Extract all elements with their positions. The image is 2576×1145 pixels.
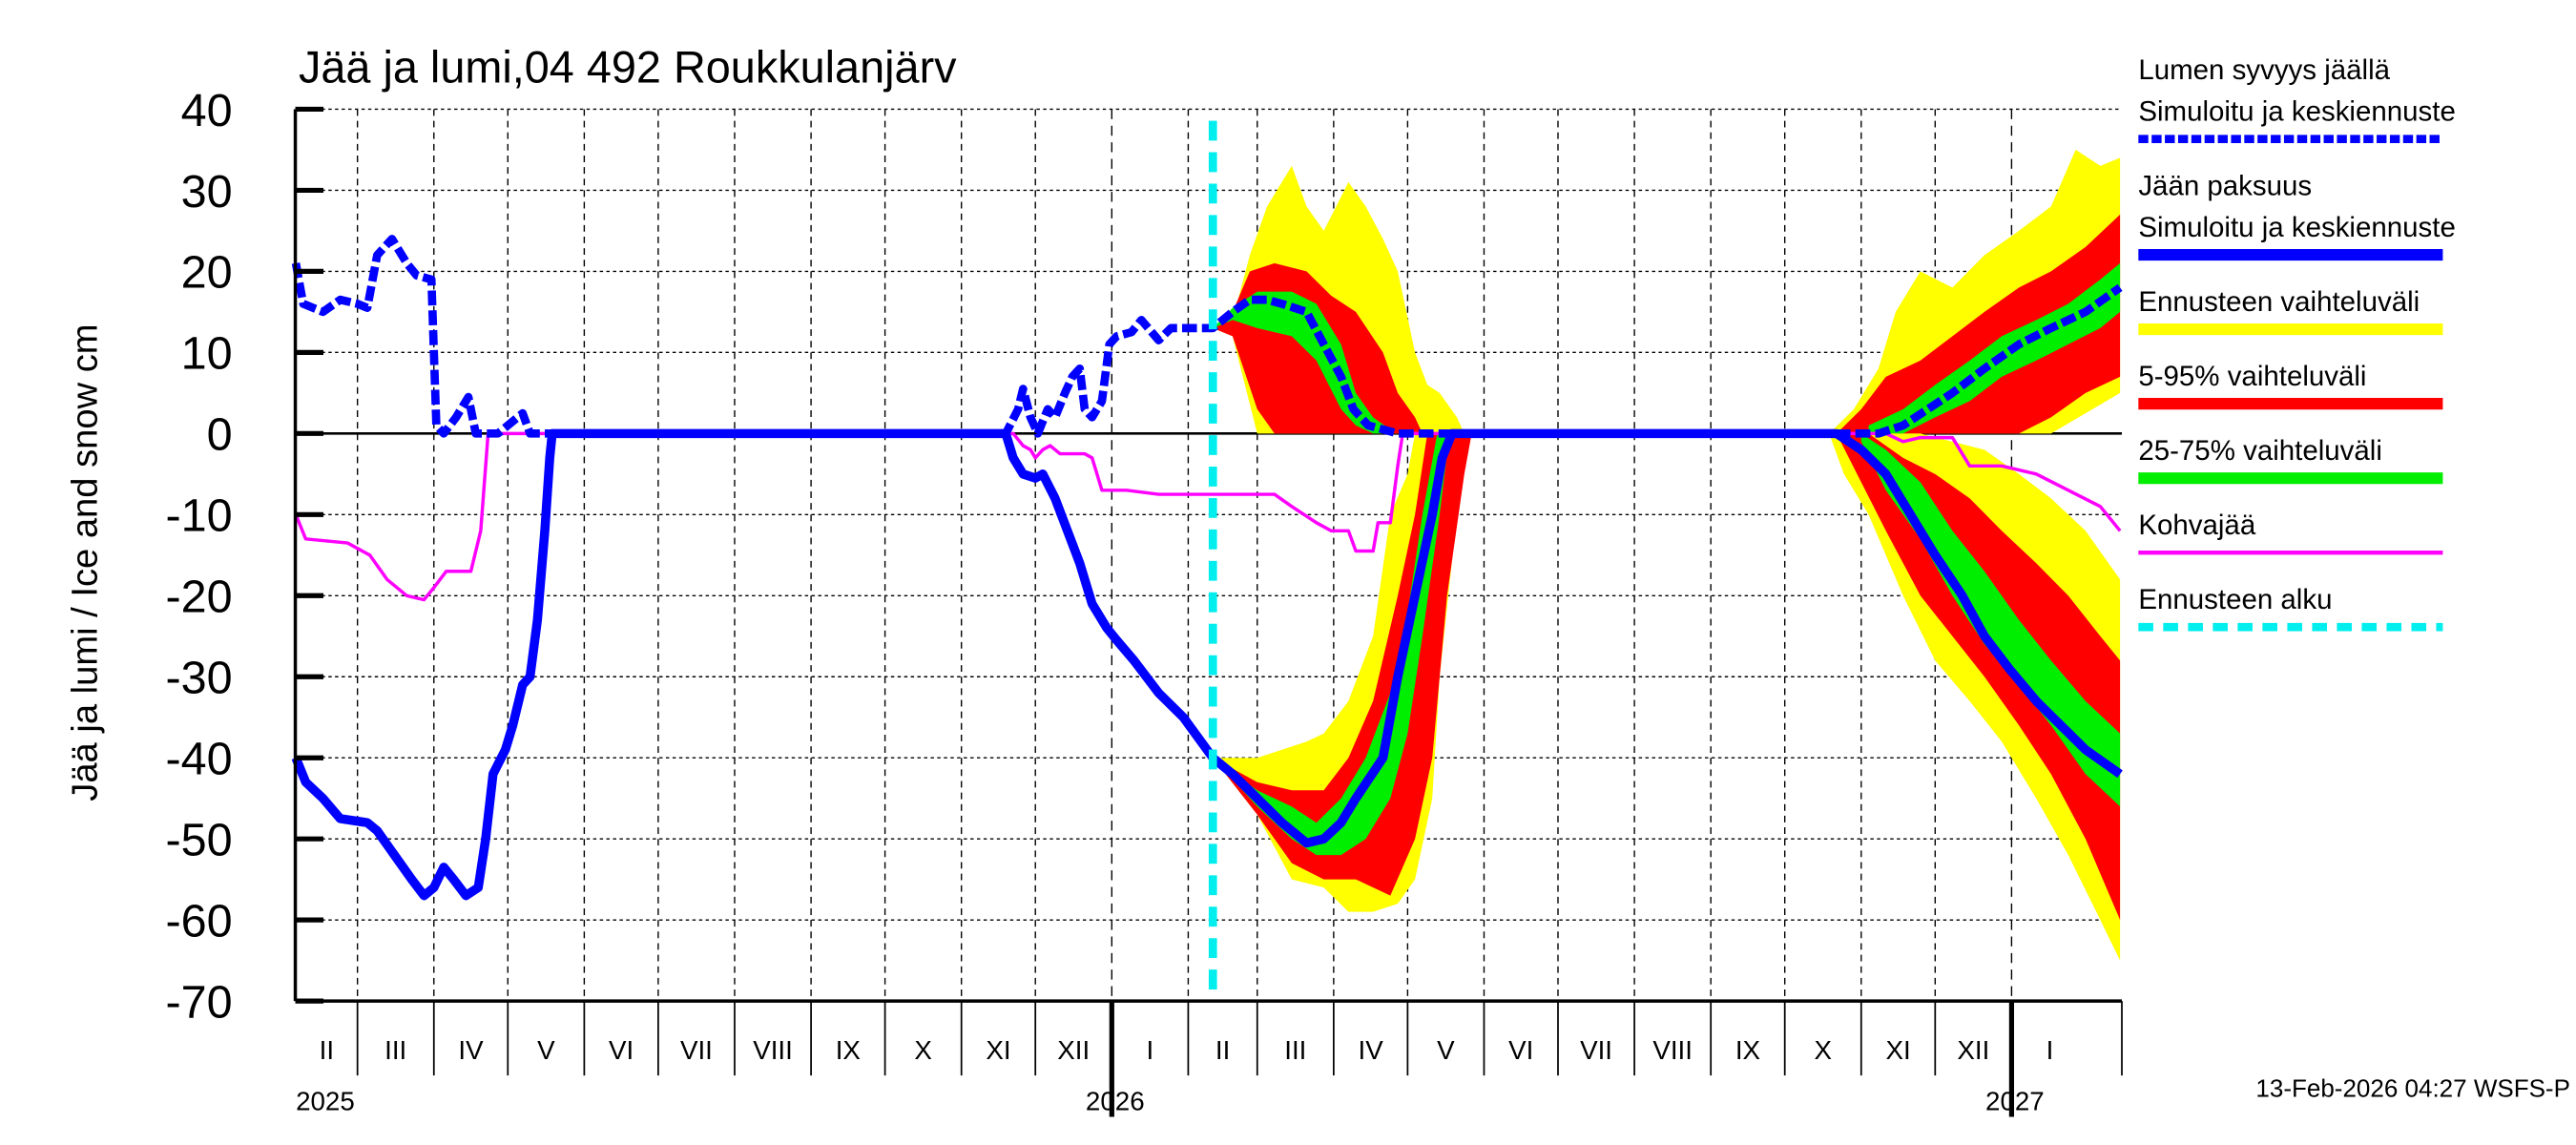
- band-5-95-vaihteluv-li: [1213, 433, 1472, 896]
- month-label: III: [1284, 1035, 1306, 1065]
- month-label: VII: [680, 1035, 713, 1065]
- year-label: 2027: [1985, 1087, 2045, 1116]
- month-label: V: [537, 1035, 555, 1065]
- year-label: 2026: [1086, 1087, 1145, 1116]
- month-label: XII: [1057, 1035, 1090, 1065]
- month-label: VIII: [753, 1035, 793, 1065]
- band-ennusteen-vaihteluv-li: [1829, 433, 2121, 961]
- y-tick-label: 10: [181, 328, 233, 380]
- band-5-95-vaihteluv-li: [1836, 214, 2121, 434]
- month-label: XII: [1957, 1035, 1989, 1065]
- y-tick-label: 20: [181, 247, 233, 299]
- y-tick-label: -60: [165, 896, 232, 947]
- y-tick-label: 40: [181, 85, 233, 136]
- legend-label: Simuloitu ja keskiennuste: [2138, 212, 2456, 243]
- legend-label: Jään paksuus: [2138, 171, 2312, 202]
- y-tick-label: -20: [165, 572, 232, 623]
- month-label: I: [1147, 1035, 1154, 1065]
- y-tick-label: 0: [207, 409, 233, 461]
- month-label: II: [320, 1035, 334, 1065]
- band-5-95-vaihteluv-li: [1836, 433, 2121, 921]
- month-label: IV: [458, 1035, 484, 1065]
- series-lumen-syvyys-j-ll-: [291, 235, 2123, 438]
- month-label: VI: [1508, 1035, 1533, 1065]
- series-lines: [291, 120, 2123, 1002]
- y-axis-label: Jää ja lumi / Ice and snow cm: [64, 323, 105, 801]
- legend-label: 25-75% vaihteluväli: [2138, 435, 2382, 467]
- month-label: XI: [986, 1035, 1010, 1065]
- band-25-75-vaihteluv-li: [1213, 433, 1450, 856]
- year-label: 2025: [296, 1087, 355, 1116]
- y-tick-label: -70: [165, 976, 232, 1028]
- month-label: X: [1814, 1035, 1832, 1065]
- grid: [295, 108, 2122, 1002]
- month-label: II: [1215, 1035, 1230, 1065]
- y-tick-label: -30: [165, 653, 232, 704]
- month-label: IV: [1359, 1035, 1384, 1065]
- legend-label: 5-95% vaihteluväli: [2138, 361, 2366, 392]
- forecast-bands: [1213, 149, 2121, 961]
- legend-label: Simuloitu ja keskiennuste: [2138, 96, 2456, 128]
- legend-label: Ennusteen vaihteluväli: [2138, 286, 2420, 318]
- chart-title: Jää ja lumi,04 492 Roukkulanjärv: [299, 43, 957, 93]
- y-tick-label: -50: [165, 815, 232, 866]
- legend-label: Kohvajää: [2138, 510, 2255, 541]
- month-label: V: [1437, 1035, 1455, 1065]
- legend-label: Ennusteen alku: [2138, 584, 2332, 615]
- month-label: VIII: [1652, 1035, 1693, 1065]
- y-tick-label: -40: [165, 734, 232, 785]
- legend-label: Lumen syvyys jäällä: [2138, 54, 2390, 86]
- y-tick-label: 30: [181, 166, 233, 218]
- series-kohvaj-: [294, 431, 2122, 602]
- legend: Lumen syvyys jäällä Simuloitu ja keskienn…: [2138, 54, 2456, 632]
- band-25-75-vaihteluv-li: [1868, 262, 2121, 434]
- y-tick-label: -10: [165, 490, 232, 542]
- band-25-75-vaihteluv-li: [1860, 433, 2121, 807]
- month-label: III: [384, 1035, 406, 1065]
- series-j-n-paksuus: [291, 428, 2123, 901]
- month-label: IX: [1735, 1035, 1760, 1065]
- month-label: X: [914, 1035, 932, 1065]
- month-label: VI: [609, 1035, 634, 1065]
- month-label: I: [2046, 1035, 2054, 1065]
- month-label: VII: [1580, 1035, 1612, 1065]
- month-label: XI: [1885, 1035, 1910, 1065]
- month-label: IX: [836, 1035, 861, 1065]
- footer-timestamp: 13-Feb-2026 04:27 WSFS-P: [2255, 1074, 2570, 1103]
